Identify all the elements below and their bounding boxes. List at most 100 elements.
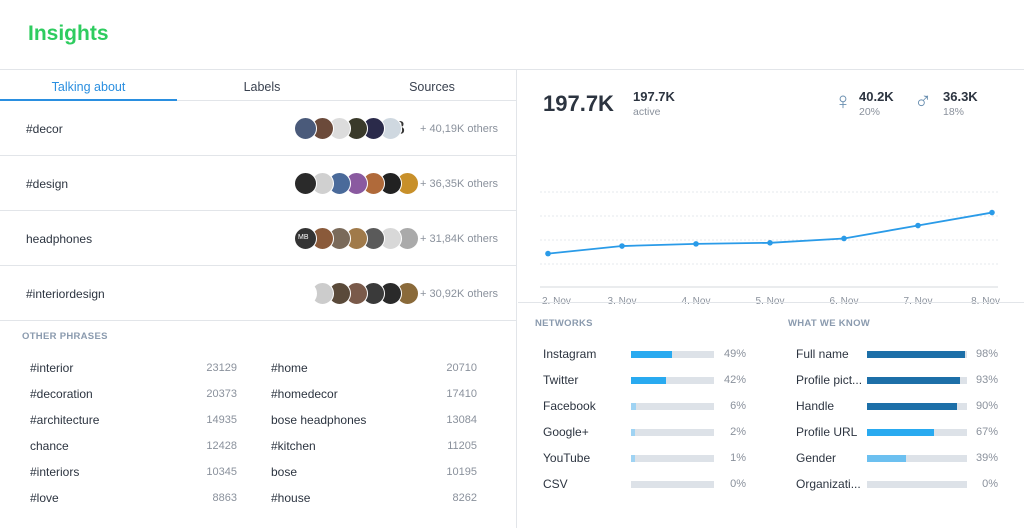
active-label: active [633,106,661,118]
phrase-label[interactable]: chance [30,439,69,453]
phrase-label[interactable]: bose headphones [271,413,367,427]
topic-tag: #decor [26,122,63,136]
networks-bar-fill [631,377,666,384]
networks-percent: 6% [730,400,746,412]
avatar-stack [294,172,419,196]
avatar[interactable] [294,227,317,250]
phrase-count: 8863 [212,492,237,504]
networks-bar [631,429,714,436]
networks-bar-fill [631,429,635,436]
what_we_know-bar-fill [867,403,957,410]
phrase-label[interactable]: #interior [30,361,74,375]
male-count: 36.3K [943,89,978,104]
what_we_know-bar [867,377,967,384]
phrase-count: 17410 [446,388,477,400]
avatar[interactable] [294,282,317,305]
networks-bar [631,481,714,488]
phrase-label[interactable]: #kitchen [271,439,316,453]
phrase-label[interactable]: #love [30,491,59,505]
series-line [547,211,993,255]
what_we_know-bar [867,429,967,436]
networks-bar [631,377,714,384]
tab-talking-about[interactable]: Talking about [0,70,177,101]
networks-bar-fill [631,403,636,410]
phrase-label[interactable]: #house [271,491,311,505]
networks-title: NETWORKS [535,318,593,329]
what_we_know-bar [867,455,967,462]
tab-labels[interactable]: Labels [243,80,281,94]
phrase-count: 20710 [446,362,477,374]
phrase-count: 13084 [446,414,477,426]
others-count: + 40,19K others [420,123,498,135]
what_we_know-label: Handle [796,399,835,413]
tab-sources[interactable]: Sources [409,80,455,94]
x-tick-label: 4. Nov [682,296,711,307]
male-icon: ♂ [914,88,932,115]
what_we_know-percent: 67% [975,426,998,438]
data-point[interactable] [693,241,699,247]
data-point[interactable] [619,243,625,249]
data-point[interactable] [545,250,551,257]
phrase-label[interactable]: bose [271,465,298,479]
networks-label: Google+ [543,425,589,439]
networks-percent: 1% [730,452,746,464]
phrase-label[interactable]: #decoration [30,387,93,401]
topic-row[interactable]: #design + 36,35K others [0,156,516,211]
phrase-label[interactable]: #architecture [30,413,100,427]
data-point[interactable] [915,222,921,229]
phrase-count: 8262 [452,492,477,504]
networks-percent: 42% [723,374,746,386]
total-count: 197.7K [543,91,614,116]
data-point[interactable] [767,240,773,246]
x-tick-label: 2. Nov [542,296,571,307]
phrase-count: 23129 [206,362,237,374]
what_we_know-bar-fill [867,429,934,436]
others-count: + 31,84K others [420,233,498,245]
topic-row[interactable]: headphones MB + 31,84K others [0,211,516,266]
page-title: Insights [28,22,109,45]
phrase-label[interactable]: #interiors [30,465,80,479]
x-tick-label: 8. Nov [971,296,1000,307]
topic-tag: #interiordesign [26,287,105,301]
tab-bar: Talking about Labels Sources [0,70,516,101]
topic-row[interactable]: #interiordesign + 30,92K others [0,266,516,321]
what_we_know-bar-fill [867,377,960,384]
female-percent: 20% [859,106,881,118]
networks-label: Facebook [543,399,596,413]
networks-label: YouTube [543,451,591,465]
networks-percent: 2% [730,426,746,438]
what_we_know-bar [867,351,967,358]
phrase-count: 12428 [206,440,237,452]
section-divider [518,302,1024,303]
avatar-letter: MB [298,234,309,241]
topic-tag: #design [26,177,69,191]
networks-bar [631,403,714,410]
avatar-stack: MB [294,227,419,251]
what_we_know-label: Gender [796,451,837,465]
data-point[interactable] [841,235,847,242]
data-point[interactable] [989,209,995,216]
topic-list: #decor B+ 40,19K others #design + 36,35K ot… [0,101,516,321]
avatar[interactable] [294,117,317,140]
what_we_know-label: Profile pict... [796,373,863,387]
x-tick-label: 7. Nov [904,296,933,307]
topic-row[interactable]: #decor B+ 40,19K others [0,101,516,156]
left-panel: Talking about Labels Sources #decor B+ 40… [0,70,517,528]
what_we_know-bar-fill [867,455,906,462]
networks-percent: 49% [723,348,746,360]
networks-label: CSV [543,477,568,491]
avatar[interactable] [294,172,317,195]
networks-bar [631,351,714,358]
x-tick-label: 3. Nov [608,296,637,307]
right-panel: 197.7K 197.7K active ♀ 40.2K 20% ♂ 36.3K… [518,70,1024,528]
phrase-label[interactable]: #home [271,361,308,375]
what_we_know-bar [867,403,967,410]
what_we_know-bar [867,481,967,488]
what_we_know-bar-fill [867,351,965,358]
what_we_know-percent: 0% [982,478,998,490]
other-phrases-title: OTHER PHRASES [22,331,108,342]
what_we_know-label: Full name [796,347,849,361]
phrase-label[interactable]: #homedecor [271,387,338,401]
page-header: Insights [0,0,1024,70]
topic-tag: headphones [26,232,93,246]
